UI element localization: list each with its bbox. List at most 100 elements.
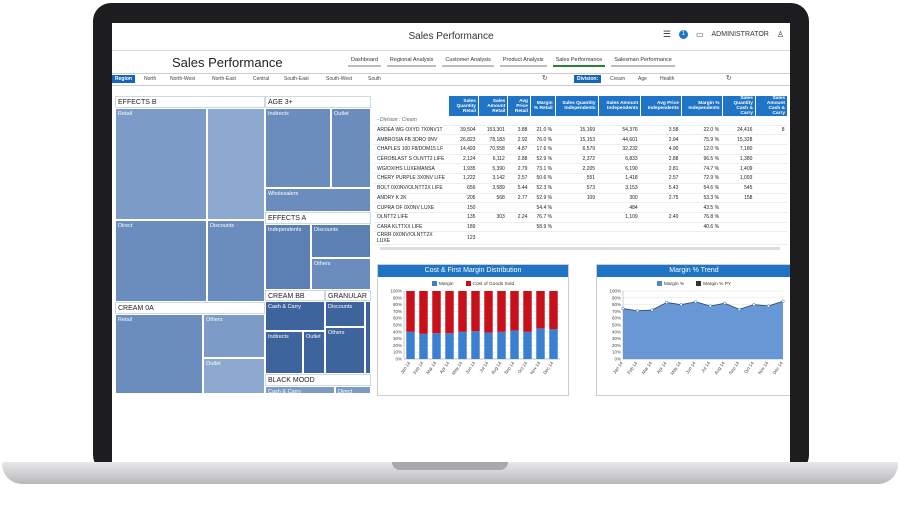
table-row[interactable]: BOLT 0X0NV/OLNTT2X LIFE 656 3,589 5.44 52.3 … [374,183,788,194]
chat-icon[interactable]: ▭ [695,30,704,39]
column-header[interactable] [374,96,449,116]
x-tick-label: Apr 14 [439,360,451,374]
column-header[interactable]: Margin % Retail [530,96,556,116]
treemap-cell[interactable]: Direct [335,386,371,395]
treemap-cell[interactable]: Retail [115,314,203,394]
table-cell: 656 [448,183,479,194]
y-tick-label: 50% [393,322,402,327]
treemap-cell[interactable]: Others [311,258,371,290]
column-header[interactable]: Sales Quantity Independents [555,96,599,116]
table-cell: 2.75 [640,193,682,204]
treemap-cell[interactable]: Discounts [311,224,371,258]
table-row[interactable]: AMBROSIA FB 3DRO 0NV 26,823 78,183 2.92 76.0… [374,134,788,146]
region-north[interactable]: North [144,76,157,82]
table-row[interactable]: CUPRA OF 0X0NV LUXE 150 54.4 % 484 43.5 % [374,202,788,213]
table-cell [530,231,556,246]
treemap-cell[interactable]: Outlet [203,358,265,394]
tab-customer-analysis[interactable]: Customer Analysis [442,55,494,67]
margin-bar [549,328,558,359]
table-cell [507,231,531,246]
margin-point [708,304,712,308]
tab-sales-performance[interactable]: Sales Performance [552,55,606,67]
table-row[interactable]: ANDRY K 2K 205 568 2.77 52.9 % 109 300 2.75 53.3… [374,193,788,204]
region-north-west[interactable]: North-West [170,76,196,82]
margin-bar [523,331,532,359]
region-north-east[interactable]: North-East [212,76,236,82]
treemap-cell[interactable]: Outlet [303,331,325,374]
column-header[interactable]: Margin % Independents [681,96,723,116]
treemap-cell[interactable]: Cash & Carry [265,386,335,395]
table-cell: CHERY PURPLE 3X0NV LIFE [374,173,449,184]
column-header[interactable]: Sales Quantity Cash & Carry [722,96,756,116]
treemap-cell[interactable]: Wholesalers [265,188,371,212]
table-horizontal-scrollbar[interactable] [380,247,780,250]
table-row[interactable]: CHERY PURPLE 3X0NV LIFE 1,222 3,142 2.57 50.… [374,173,788,184]
notification-badge[interactable]: 1 [678,30,688,39]
table-row[interactable]: CEROBLAST S OLNTT2 LIFE 2,124 6,112 2.88 52.… [374,154,788,165]
table-cell: BOLT 0X0NV/OLNTT2X LIFE [374,183,449,194]
division-filter-label[interactable]: Division: [574,75,602,83]
y-tick-label: 100% [609,288,621,293]
table-row[interactable]: ARDEA WG OXYD 7X0NV1T 39,504 153,301 3.88 21… [374,125,788,136]
region-central[interactable]: Central [253,76,270,82]
table-cell: 545 [722,183,756,194]
column-header[interactable]: Sales Amount Independents [598,96,642,116]
table-row[interactable]: OLNTT2 LIFE 135 303 2.24 76.7 % 1,109 2.40 76.8… [374,212,788,223]
division-reset-icon[interactable]: ↻ [726,75,732,82]
region-south-east[interactable]: South-East [284,76,309,82]
treemap-cell[interactable]: Outlet [331,108,371,188]
region-reset-icon[interactable]: ↻ [542,75,548,82]
tab-product-analysis[interactable]: Product Analysis [499,55,547,67]
table-row[interactable]: CHAPLES 100 F8/DOM15 LF 14,493 70,558 4.87 1… [374,144,788,155]
table-row[interactable]: WG/OXIHS LUXEMANSA 1,935 5,390 2.79 73.1 % 2,… [374,163,788,175]
y-tick-label: 30% [393,336,402,341]
table-group-row[interactable]: - Division : Cream [374,116,788,126]
table-cell: 2.88 [640,154,682,165]
treemap-cell[interactable]: Cash & Carry [265,301,325,331]
treemap-cell[interactable]: Direct [115,220,207,302]
tab-dashboard[interactable]: Dashboard [348,55,381,67]
treemap-cell[interactable] [207,108,265,220]
table-cell: 6,190 [598,163,641,175]
column-header[interactable]: Sales Quantity Retail [448,96,479,116]
region-south-west[interactable]: South-West [326,76,353,82]
table-row[interactable]: CHURCH R 0X0NV LUXE 22.0 % 18.5 % [374,244,788,246]
tab-salesman-performance[interactable]: Salesman Performance [611,55,675,67]
table-row[interactable]: CRRR 0X0NV/OLNTT2X LUXE 123 [374,231,788,246]
x-tick-label: Dec 14 [772,360,785,375]
table-cell [555,222,599,233]
treemap-cell[interactable]: Indirects [265,108,331,188]
user-name[interactable]: ADMINISTRATOR [711,31,769,38]
table-cell: 22.0 % [530,244,556,246]
region-filter-label[interactable]: Region [112,75,135,83]
margin-bar [471,330,480,359]
region-south[interactable]: South [368,76,382,82]
treemap-cell[interactable]: Discounts [325,301,365,327]
column-header[interactable]: Avg Price Retail [507,96,531,116]
column-header[interactable]: Sales Amount Cash & Carry [755,96,788,116]
table-cell: 15,169 [555,125,599,136]
division-age[interactable]: Age [638,76,647,82]
user-icon[interactable]: ♙ [776,30,784,39]
table-cell: 54.6 % [681,183,723,194]
table-cell: CEROBLAST S OLNTT2 LIFE [374,154,449,165]
tab-regional-analysis[interactable]: Regional Analysis [386,55,437,67]
treemap-cell[interactable]: Discounts [207,220,265,302]
cogs-bar [445,290,454,333]
treemap-cell[interactable]: Indirects [265,331,303,374]
division-health[interactable]: Health [660,76,675,82]
margin-point [650,308,654,312]
hamburger-menu-icon[interactable]: ☰ [662,29,671,39]
treemap-cell[interactable]: Independents [265,224,311,290]
treemap-cell[interactable] [365,301,371,374]
table-cell: 24,416 [722,125,756,136]
column-header[interactable]: Avg Price Independents [640,96,682,116]
table-cell: 3.58 [640,125,682,136]
table-cell: 12.0 % [681,144,723,155]
treemap-cell[interactable]: Others [325,327,365,374]
column-header[interactable]: Sales Amount Retail [478,96,509,116]
treemap-cell[interactable]: Retail [115,108,207,220]
division-cream[interactable]: Cream [610,76,626,82]
table-row[interactable]: CARA KLTTXX LIFE 189 58.9 % 40.6 % [374,222,788,233]
treemap-cell[interactable]: Others [203,314,265,358]
